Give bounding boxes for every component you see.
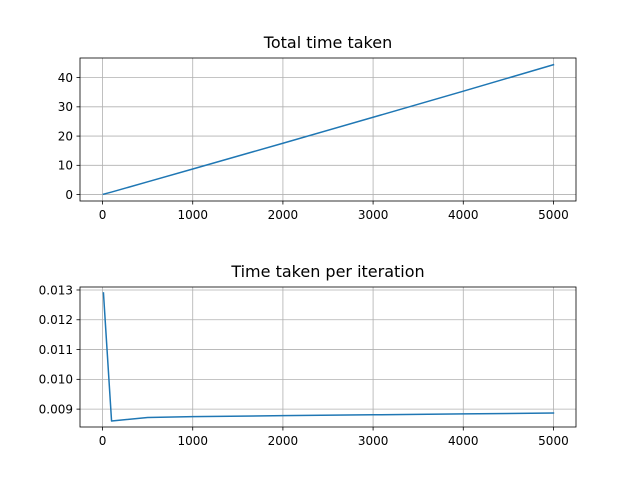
axes-frame (79, 57, 577, 202)
x-tick-label: 0 (99, 208, 107, 222)
y-tick-label: 0.009 (39, 402, 73, 416)
y-tick-label: 10 (58, 159, 73, 173)
x-tick-label: 1000 (177, 208, 208, 222)
axes-frame (79, 286, 577, 428)
plot-total-time-taken: 0 1000 2000 3000 4000 5000 0 10 20 30 40 Total time… (58, 33, 577, 222)
chart-title: Total time taken (263, 33, 392, 52)
y-tick-label: 40 (58, 71, 73, 85)
x-tick-label: 5000 (538, 434, 569, 448)
plot-time-taken-per-iteration: 0 1000 2000 3000 4000 5000 0.009 0.010 0.011 0.01… (39, 262, 577, 448)
chart-title: Time taken per iteration (230, 262, 424, 281)
y-tick-label: 0 (65, 188, 73, 202)
y-tick-label: 0.012 (39, 313, 73, 327)
y-tick-label: 0.010 (39, 373, 73, 387)
y-tick-label: 30 (58, 100, 73, 114)
x-tick-label: 5000 (538, 208, 569, 222)
x-tick-label: 3000 (358, 208, 389, 222)
series-line (102, 63, 555, 196)
x-tick-label: 2000 (268, 208, 299, 222)
series-line (102, 292, 555, 422)
x-tick-label: 4000 (448, 208, 479, 222)
x-tick-label: 4000 (448, 434, 479, 448)
x-tick-label: 1000 (177, 434, 208, 448)
y-tick-label: 20 (58, 129, 73, 143)
x-tick-label: 0 (99, 434, 107, 448)
y-tick-label: 0.013 (39, 283, 73, 297)
x-tick-label: 2000 (268, 434, 299, 448)
x-tick-label: 3000 (358, 434, 389, 448)
y-tick-label: 0.011 (39, 343, 73, 357)
